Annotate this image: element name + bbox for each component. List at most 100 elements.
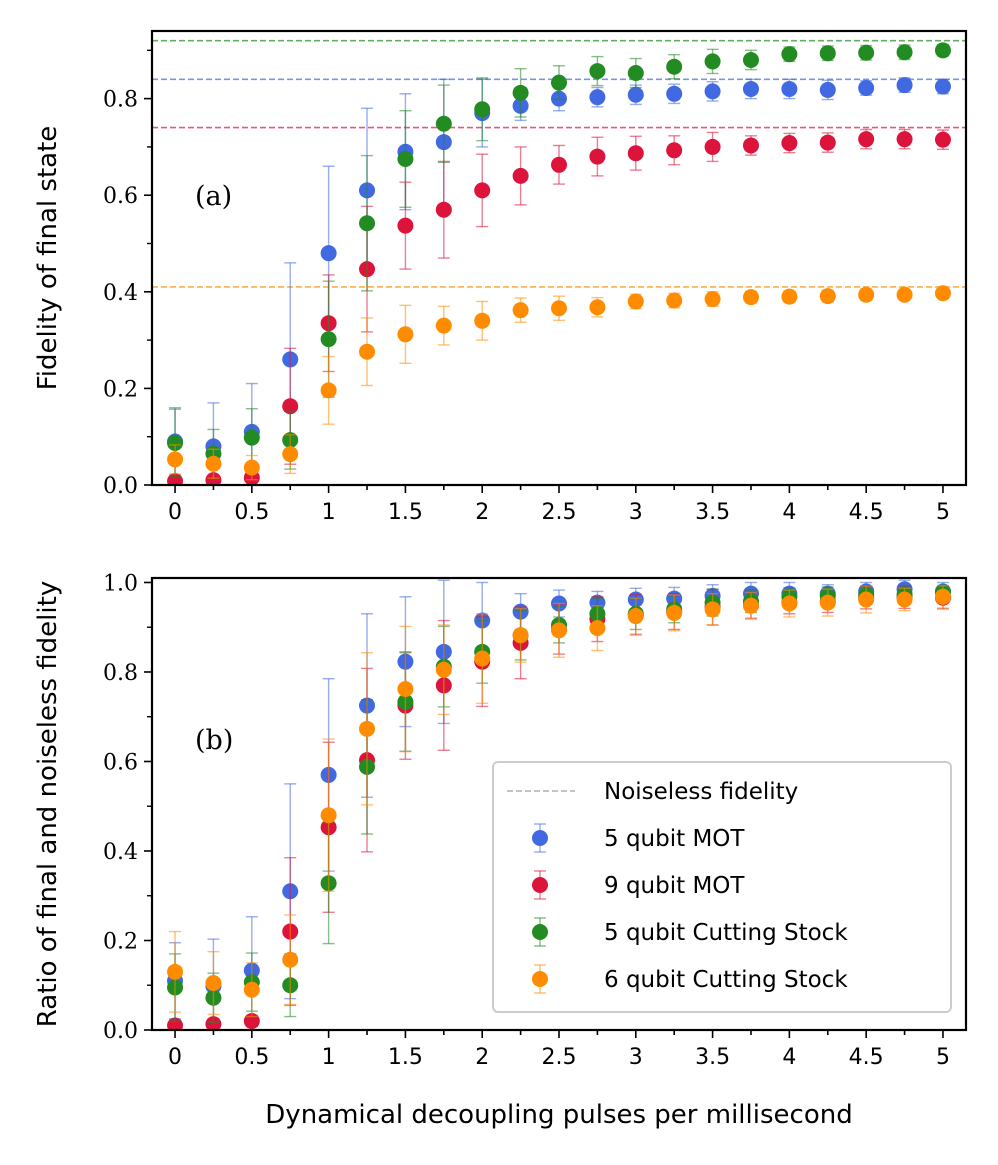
- x-tick-label: 4: [782, 500, 796, 525]
- y-tick-label: 0.4: [103, 281, 138, 306]
- data-point: [666, 142, 683, 159]
- data-point: [243, 429, 260, 446]
- x-tick-label: 4: [782, 1045, 796, 1070]
- data-point: [167, 434, 184, 451]
- data-point: [589, 148, 606, 165]
- legend: Noiseless fidelity 5 qubit MOT 9 qubit MOT…: [492, 761, 952, 1013]
- legend-label: Noiseless fidelity: [604, 779, 798, 805]
- data-point: [819, 81, 836, 98]
- data-point: [896, 286, 913, 303]
- data-point: [858, 591, 875, 608]
- series-6-qubit-cutting-stock: [167, 584, 951, 1018]
- x-tick-label: 3.5: [695, 500, 730, 525]
- data-point: [781, 595, 798, 612]
- data-point: [205, 455, 222, 472]
- legend-item-6-qubit-cutting-stock: 6 qubit Cutting Stock: [532, 964, 848, 994]
- x-tick-label: 2.5: [542, 1045, 577, 1070]
- series-5-qubit-cutting-stock: [167, 42, 951, 479]
- y-tick-label: 0.8: [103, 661, 138, 686]
- x-tick-label: 1.5: [388, 1045, 423, 1070]
- legend-item-5-qubit-mot: 5 qubit MOT: [532, 823, 745, 853]
- data-point: [781, 80, 798, 97]
- data-point: [858, 131, 875, 148]
- data-point: [896, 77, 913, 94]
- data-point: [819, 134, 836, 151]
- legend-label: 6 qubit Cutting Stock: [604, 967, 848, 993]
- data-point: [320, 331, 337, 348]
- y-tick-label: 0.6: [103, 184, 138, 209]
- data-point: [819, 45, 836, 62]
- data-point: [742, 51, 759, 68]
- legend-item-5-qubit-cutting-stock: 5 qubit Cutting Stock: [532, 917, 848, 947]
- data-point: [551, 156, 567, 173]
- x-tick-label: 0.5: [234, 1045, 269, 1070]
- data-point: [397, 680, 414, 697]
- data-point: [320, 245, 337, 262]
- data-point: [704, 291, 721, 308]
- x-tick-label: 3.5: [695, 1045, 730, 1070]
- series-6-qubit-cutting-stock: [167, 285, 951, 481]
- x-tick-label: 0.5: [234, 500, 269, 525]
- data-point: [666, 292, 683, 309]
- data-point: [627, 608, 644, 625]
- data-point: [320, 807, 337, 824]
- panel-a: 0 0.5 1 1.5 2 2.5 3 3.5 4 4.5 5 0.0 0.2 0.4 0.6 0.8 (a)…: [33, 29, 968, 525]
- data-point: [435, 201, 452, 218]
- x-tick-label: 3: [629, 500, 643, 525]
- data-point: [666, 58, 683, 75]
- data-point: [474, 101, 491, 118]
- data-point: [359, 215, 376, 232]
- data-point: [435, 661, 452, 678]
- data-point: [167, 451, 184, 468]
- x-tick-label: 5: [936, 500, 950, 525]
- data-point: [858, 79, 875, 96]
- data-point: [666, 604, 683, 621]
- data-point: [934, 588, 951, 605]
- data-point: [896, 44, 913, 61]
- legend-label: 5 qubit MOT: [604, 826, 745, 852]
- data-point: [742, 597, 759, 614]
- x-tick-label: 4.5: [849, 1045, 884, 1070]
- data-point: [512, 302, 529, 319]
- y-tick-label: 0.8: [103, 88, 138, 113]
- data-point: [320, 382, 337, 399]
- data-point: [205, 1016, 222, 1030]
- y-tick-label: 0.6: [103, 750, 138, 775]
- x-tick-label: 0: [168, 1045, 182, 1070]
- data-point: [934, 131, 951, 148]
- data-point: [397, 150, 414, 167]
- panel-label-b: (b): [195, 725, 233, 756]
- legend-item-noiseless-fidelity: Noiseless fidelity: [507, 779, 798, 805]
- panel-label-a: (a): [195, 181, 232, 212]
- x-tick-label: 1.5: [388, 500, 423, 525]
- data-point: [512, 627, 529, 644]
- y-tick-label: 0.4: [103, 840, 138, 865]
- data-point: [551, 622, 567, 639]
- data-point: [243, 459, 260, 476]
- data-point: [781, 288, 798, 305]
- data-point: [589, 620, 606, 637]
- data-point: [397, 217, 414, 234]
- data-point: [742, 289, 759, 306]
- x-tick-label: 3: [629, 1045, 643, 1070]
- data-point: [589, 63, 606, 80]
- data-point: [243, 981, 260, 998]
- data-point: [205, 975, 222, 992]
- data-point: [934, 285, 951, 302]
- legend-swatch: [532, 971, 548, 987]
- data-point: [896, 591, 913, 608]
- data-point: [781, 46, 798, 63]
- x-tick-label: 2: [475, 1045, 489, 1070]
- data-point: [704, 601, 721, 618]
- x-tick-label: 0: [168, 500, 182, 525]
- x-tick-label: 1: [322, 500, 336, 525]
- data-point: [435, 317, 452, 334]
- data-point: [934, 42, 951, 59]
- data-point: [359, 720, 376, 737]
- x-tick-label: 4.5: [849, 500, 884, 525]
- data-point: [858, 286, 875, 303]
- data-point: [589, 299, 606, 316]
- data-point: [397, 326, 414, 343]
- legend-swatch: [532, 924, 548, 940]
